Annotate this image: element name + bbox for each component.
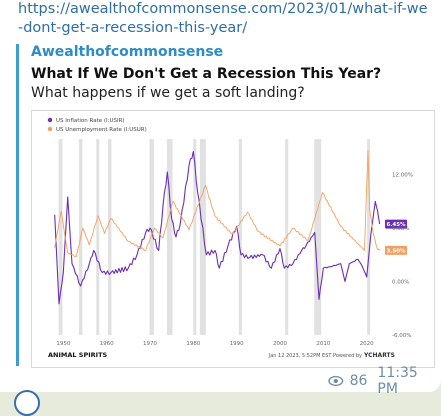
series-line xyxy=(54,150,381,258)
x-tick-label: 1980 xyxy=(186,341,200,347)
preview-title: What If We Don't Get a Recession This Ye… xyxy=(31,66,382,82)
preview-site-name: Awealthofcommonsense xyxy=(31,44,224,60)
chart-svg: US Inflation Rate (I:USIR) US Unemploymen… xyxy=(47,117,413,359)
recession-band xyxy=(367,139,371,335)
preview-description: What happens if we get a soft landing? xyxy=(31,85,305,101)
message-meta: 86 11:35 PM xyxy=(328,365,441,397)
legend-swatch xyxy=(47,126,53,132)
end-value-label: 6.45% xyxy=(386,222,406,228)
x-tick-label: 2010 xyxy=(316,341,330,347)
y-tick-label: 12.00% xyxy=(392,173,413,179)
recession-band xyxy=(238,139,242,335)
recession-band xyxy=(149,139,154,335)
x-tick-label: 1990 xyxy=(230,341,244,347)
preview-chart-image[interactable]: US Inflation Rate (I:USIR) US Unemploymen… xyxy=(31,110,435,368)
x-tick-label: 2020 xyxy=(360,341,374,347)
legend-entry: US Unemployment Rate (I:USUR) xyxy=(56,127,147,133)
series-line xyxy=(54,150,381,305)
x-tick-label: 1970 xyxy=(143,341,157,347)
recession-band xyxy=(193,139,197,335)
link-preview[interactable]: Awealthofcommonsense What If We Don't Ge… xyxy=(16,44,435,368)
y-tick-label: -6.00% xyxy=(392,333,411,339)
recession-band xyxy=(199,139,206,335)
article-link[interactable]: https://awealthofcommonsense.com/2023/01… xyxy=(18,1,428,36)
recession-band xyxy=(314,139,322,335)
x-tick-label: 1960 xyxy=(100,341,114,347)
y-tick-label: 0.00% xyxy=(392,280,409,286)
views-eye-icon xyxy=(328,375,344,387)
legend-swatch xyxy=(47,117,53,123)
x-tick-label: 1950 xyxy=(56,341,70,347)
ycharts-brand: YCHARTS xyxy=(363,352,395,359)
legend-entry: US Inflation Rate (I:USIR) xyxy=(56,118,125,124)
recession-band xyxy=(166,139,173,335)
recession-band xyxy=(107,139,112,335)
recession-band xyxy=(96,139,100,335)
recession-band xyxy=(58,139,63,335)
share-button[interactable] xyxy=(14,390,40,416)
animal-spirits-logo: ANIMAL SPIRITS xyxy=(48,351,108,359)
message-bubble: https://awealthofcommonsense.com/2023/01… xyxy=(0,0,441,397)
message-time: 11:35 PM xyxy=(377,365,418,397)
views-count: 86 xyxy=(349,373,368,389)
end-value-box xyxy=(385,245,407,255)
y-tick-label: 6.00% xyxy=(392,226,409,232)
chart-credit: Jan 12 2023, 5:52PM EST Powered by xyxy=(268,353,362,359)
x-tick-label: 2000 xyxy=(273,341,287,347)
end-value-box xyxy=(385,219,407,229)
end-value-label: 3.50% xyxy=(386,248,406,254)
